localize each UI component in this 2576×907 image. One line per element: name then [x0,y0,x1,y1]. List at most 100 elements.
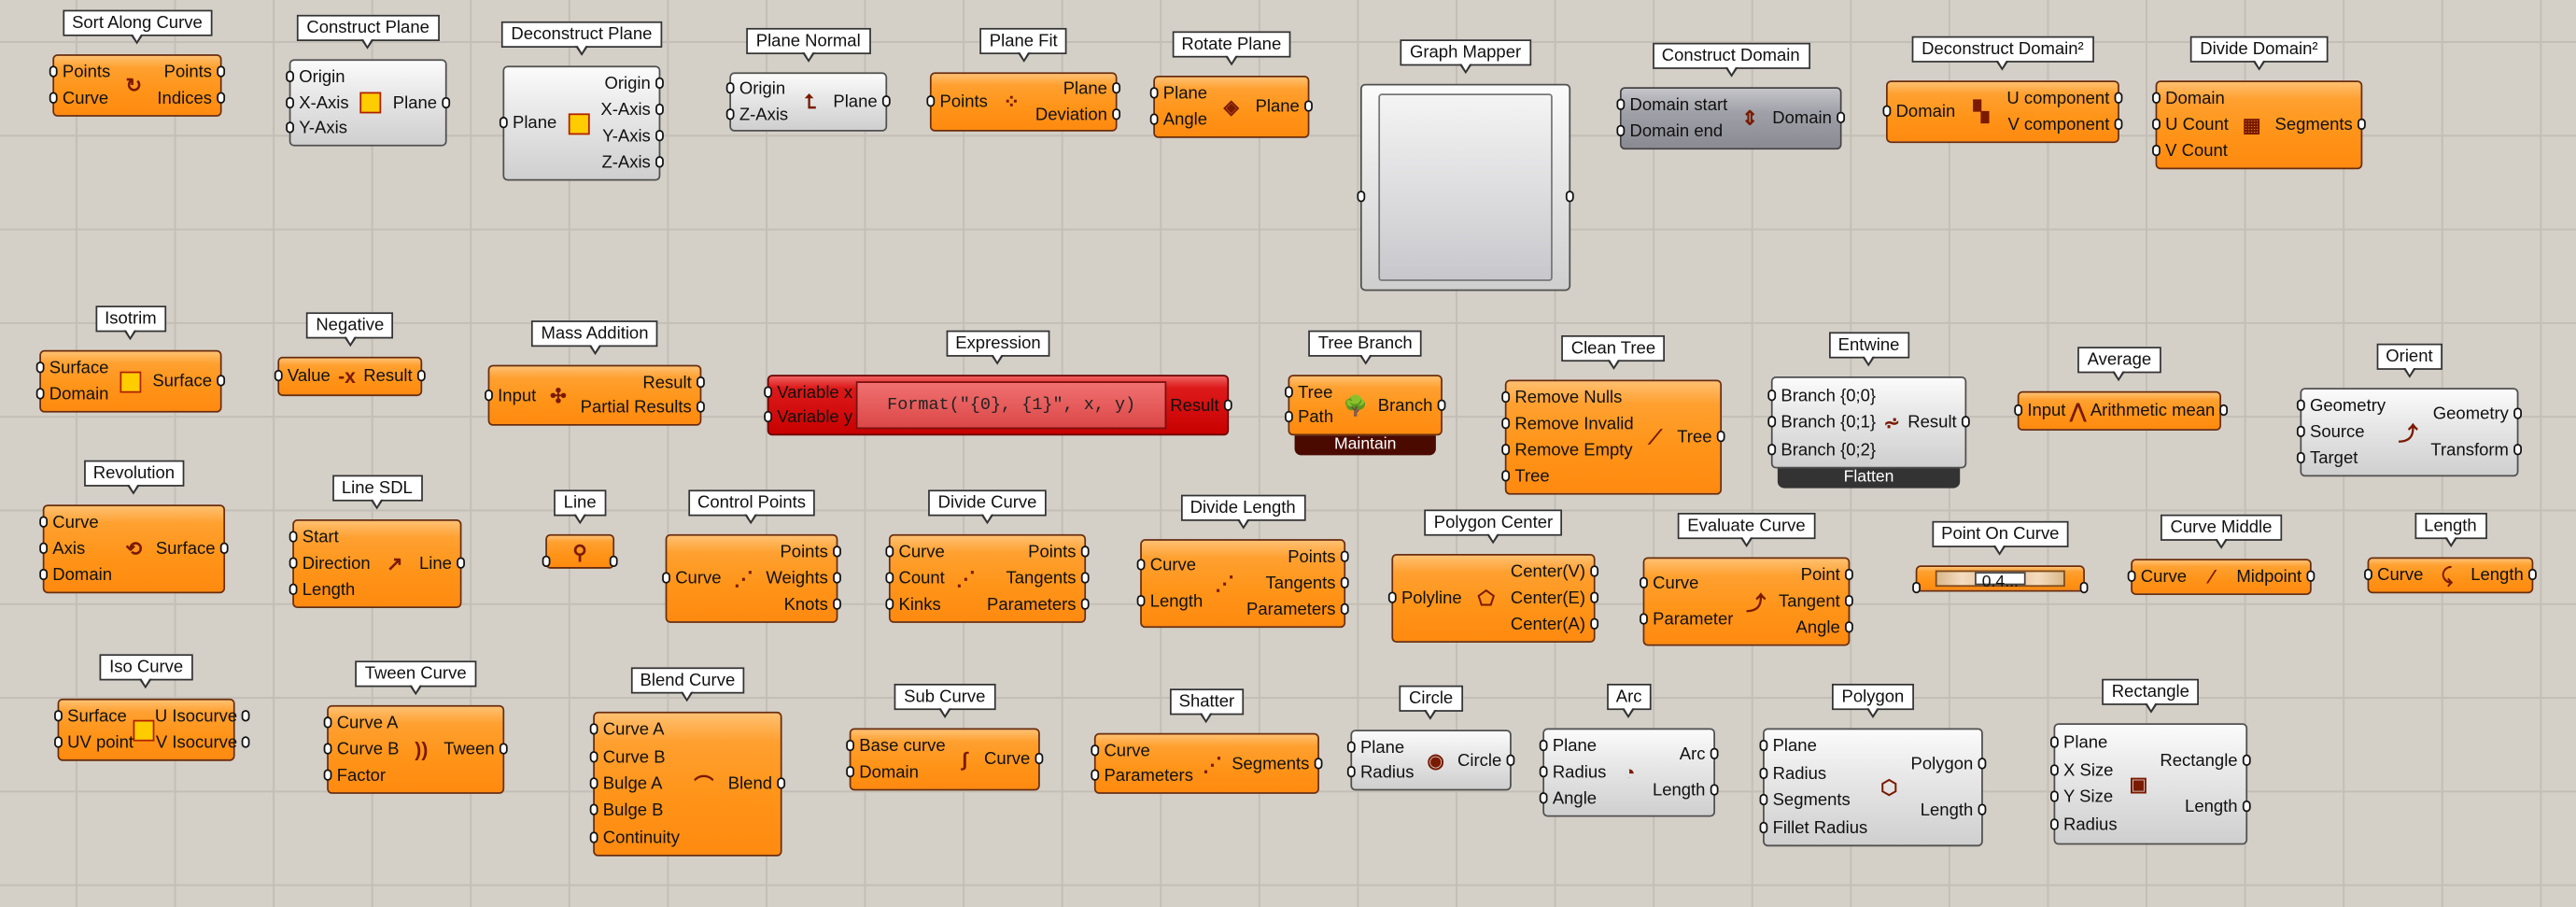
component-divide-curve[interactable]: Divide Curve Curve Count Kinks ⋰ Points Tangen… [885,489,1090,623]
input-param[interactable]: X-Axis [286,92,349,113]
input-port[interactable] [2127,570,2136,582]
component-polygon[interactable]: Polygon Plane Radius Segments Fillet Radius ⬡… [1759,683,1987,847]
input-port[interactable] [35,361,45,374]
output-param[interactable]: Angle [1795,618,1853,638]
component-body[interactable]: Geometry Source Target ⤴ Geometry Transform [2296,388,2522,477]
output-port[interactable] [1035,752,1044,765]
output-port[interactable] [1590,591,1599,603]
input-param[interactable]: Curve [49,89,108,108]
output-port[interactable] [697,401,705,414]
component-body[interactable]: Origin X-Axis Y-Axis Plane [286,59,451,147]
input-port[interactable] [2296,399,2305,411]
output-port[interactable] [1845,594,1853,607]
output-port[interactable] [609,554,618,567]
output-param[interactable]: Segments [1232,754,1323,773]
input-port[interactable] [1882,105,1892,117]
input-param[interactable]: Plane [499,113,556,134]
output-port[interactable] [833,546,841,558]
output-param[interactable]: Result [1907,413,1970,432]
component-body[interactable]: Curve A Curve B Bulge A Bulge B Continuity ⌒ B… [589,711,786,857]
input-port[interactable] [885,572,894,584]
output-port[interactable] [1112,107,1121,120]
component-body[interactable]: Start Direction Length ↗ Line [289,519,465,609]
component-body[interactable]: Plane Angle ◈ Plane [1149,75,1313,138]
component-rectangle[interactable]: Rectangle Plane X Size Y Size Radius ▣ Rectang… [2049,678,2251,845]
input-param[interactable]: Domain [35,385,108,404]
input-port[interactable] [846,739,854,752]
input-param[interactable]: Angle [1539,789,1597,809]
flatten-footer[interactable]: Flatten [1777,468,1961,489]
input-port[interactable] [2014,404,2023,417]
input-param[interactable]: Curve B [323,740,399,759]
output-port[interactable] [697,376,705,388]
component-body[interactable]: Curve Parameters ⋰ Segments [1091,732,1323,794]
component-body[interactable]: Domain ▚ U component V component [1882,80,2123,144]
component-body[interactable]: Tree Path 🌳 Branch [1285,375,1446,436]
input-param[interactable]: Curve [885,543,945,562]
input-port[interactable] [2296,425,2305,438]
component-body[interactable]: Points ⁘ Plane Deviation [926,72,1121,132]
output-param[interactable]: Center(V) [1511,562,1599,582]
input-param[interactable]: Y Size [2049,788,2113,808]
output-param[interactable]: Knots [784,595,841,615]
input-port[interactable] [39,542,49,554]
input-port[interactable] [1149,113,1159,125]
input-param[interactable]: Geometry [2296,396,2386,416]
input-param[interactable]: Input [485,386,536,405]
input-param[interactable]: Points [49,63,110,82]
output-port[interactable] [2242,754,2251,766]
input-param[interactable]: Curve A [589,720,665,740]
output-param[interactable]: Branch [1378,395,1446,415]
input-param[interactable]: Z-Axis [725,105,788,124]
input-port[interactable] [274,369,283,382]
input-port[interactable] [49,65,58,78]
input-param[interactable]: Input [2014,401,2065,420]
component-body[interactable]: Curve ⁄ Midpoint [2127,559,2316,595]
output-port[interactable] [1590,617,1599,630]
input-port[interactable] [1759,821,1768,833]
input-port[interactable] [1539,792,1548,804]
input-port[interactable] [1149,87,1159,99]
maintain-footer[interactable]: Maintain [1294,435,1436,456]
output-port[interactable] [1845,621,1853,633]
input-port[interactable] [2364,568,2372,581]
output-param[interactable]: Arithmetic mean [2090,401,2229,420]
input-param[interactable]: Segments [1759,791,1851,811]
component-body[interactable]: Curve A Curve B Factor)) Tween [323,704,508,794]
output-param[interactable]: Center(A) [1511,615,1599,634]
component-line-sdl[interactable]: Line SDL Start Direction Length ↗ Line [289,475,465,609]
output-param[interactable]: Deviation [1035,105,1121,124]
component-body[interactable]: Plane Radius Segments Fillet Radius ⬡ Polygon… [1759,728,1987,847]
component-body[interactable]: Curve Axis Domain ⟲ Surface [39,504,229,594]
output-param[interactable]: Length [2470,565,2537,585]
output-param[interactable]: Length [1653,780,1719,800]
output-port[interactable] [1837,111,1846,123]
input-port[interactable] [589,723,598,736]
output-port[interactable] [217,65,226,78]
input-port[interactable] [289,557,298,569]
input-param[interactable]: Curve [1136,556,1196,575]
component-sub-curve[interactable]: Sub Curve Base curve Domain ∫ Curve [846,683,1044,791]
component-divide-domain[interactable]: Divide Domain² Domain U Count V Count ▦ Segme… [2152,35,2366,170]
output-param[interactable]: Tween [443,740,508,759]
input-port[interactable] [926,95,936,107]
input-port[interactable] [542,554,551,567]
component-plane-fit[interactable]: Plane Fit Points ⁘ Plane Deviation [926,27,1121,132]
output-port[interactable] [1506,753,1515,766]
input-port[interactable] [1501,417,1511,430]
output-param[interactable]: Indices [157,89,226,108]
input-port[interactable] [1767,389,1777,401]
output-port[interactable] [1080,598,1090,610]
input-port[interactable] [1501,390,1511,404]
input-param[interactable]: Axis [39,539,85,559]
input-port[interactable] [289,531,298,543]
input-port[interactable] [2152,118,2161,131]
input-param[interactable]: Curve [1091,741,1150,760]
output-param[interactable]: Points [780,543,841,562]
component-construct-plane[interactable]: Construct Plane Origin X-Axis Y-Axis Plane [286,14,451,147]
output-port[interactable] [655,130,664,142]
output-port[interactable] [457,557,465,569]
input-param[interactable]: Radius [1539,762,1606,783]
input-param[interactable]: Polyline [1387,588,1462,608]
input-param[interactable]: Bulge A [589,774,662,794]
